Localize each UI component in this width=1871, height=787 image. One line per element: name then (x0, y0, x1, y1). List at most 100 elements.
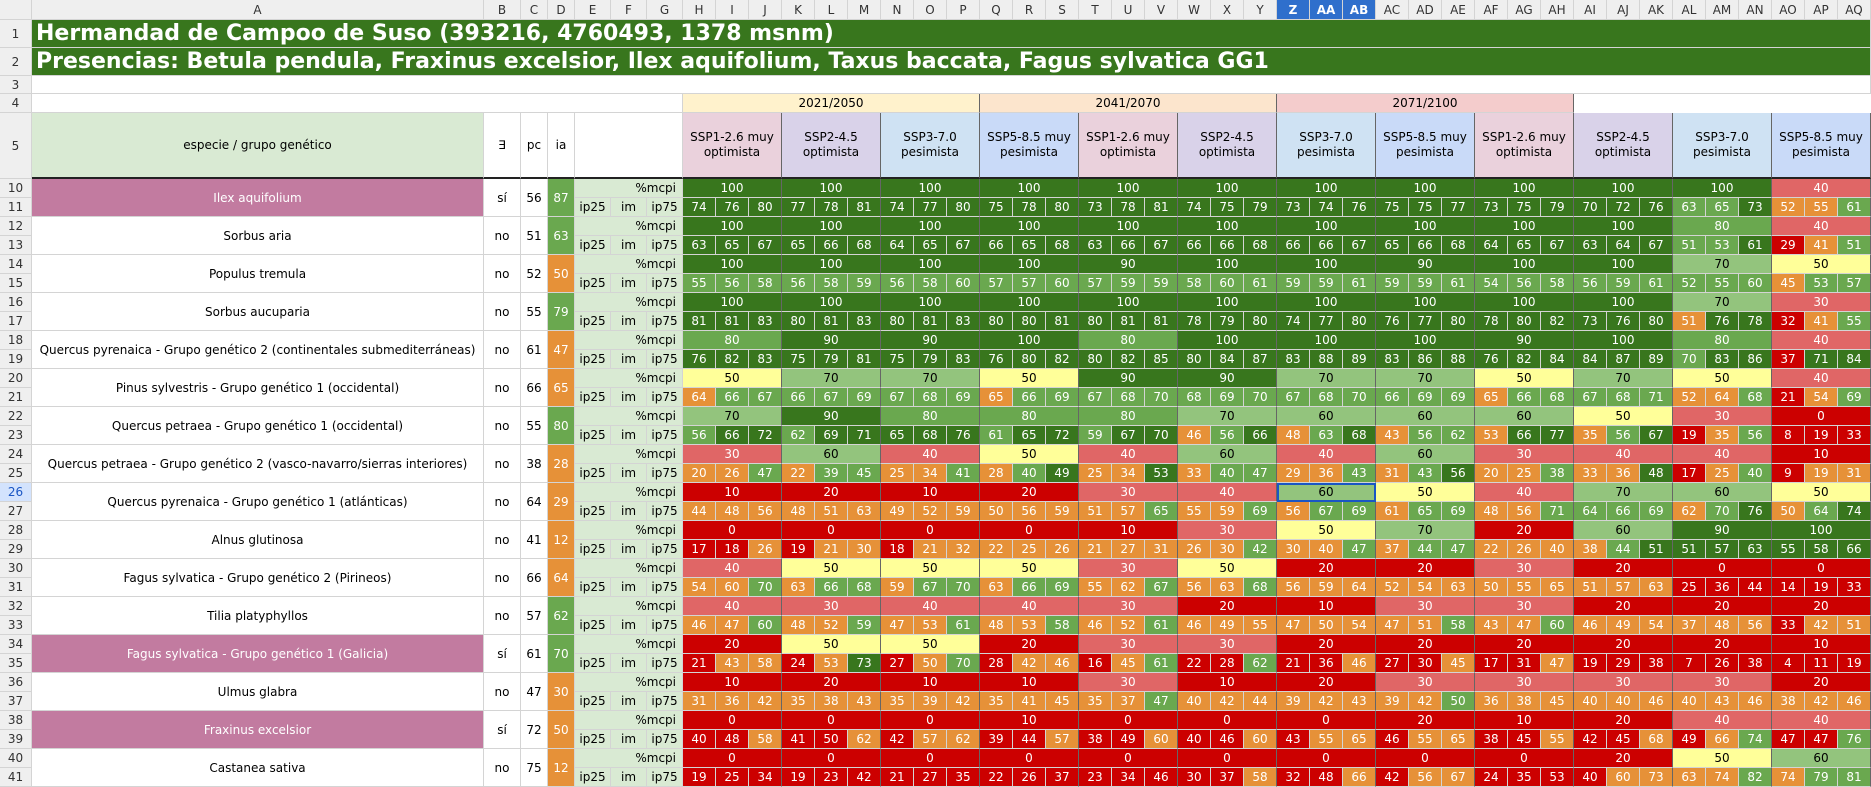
index-cell[interactable]: 33 (1772, 616, 1805, 635)
index-cell[interactable]: 83 (1376, 350, 1409, 369)
index-cell[interactable]: 66 (1244, 426, 1277, 445)
index-cell[interactable]: 58 (1178, 274, 1211, 293)
index-cell[interactable]: 48 (716, 502, 749, 521)
index-cell[interactable]: 71 (1541, 502, 1574, 521)
index-cell[interactable]: 81 (716, 312, 749, 331)
percent-cell[interactable]: 50 (1277, 521, 1376, 540)
index-cell[interactable]: 56 (1409, 426, 1442, 445)
percent-cell[interactable]: 100 (1772, 521, 1871, 540)
index-cell[interactable]: 83 (749, 312, 782, 331)
index-cell[interactable]: 63 (1673, 768, 1706, 787)
index-cell[interactable]: 35 (1574, 426, 1607, 445)
column-header[interactable]: S (1046, 0, 1079, 20)
index-cell[interactable]: 56 (1508, 274, 1541, 293)
percent-cell[interactable]: 100 (1574, 255, 1673, 274)
index-cell[interactable]: 69 (1442, 502, 1475, 521)
percent-cell[interactable]: 0 (1277, 749, 1376, 768)
row-header[interactable]: 28 (0, 521, 32, 540)
percent-cell[interactable]: 30 (1178, 521, 1277, 540)
index-cell[interactable]: 58 (914, 274, 947, 293)
percent-cell[interactable]: 30 (1574, 673, 1673, 692)
index-cell[interactable]: 33 (1838, 426, 1871, 445)
index-cell[interactable]: 79 (1244, 198, 1277, 217)
index-cell[interactable]: 33 (1838, 578, 1871, 597)
index-cell[interactable]: 27 (1112, 540, 1145, 559)
column-header[interactable]: AB (1343, 0, 1376, 20)
percent-cell[interactable]: 60 (1574, 521, 1673, 540)
index-cell[interactable]: 81 (848, 198, 881, 217)
percent-cell[interactable]: 90 (1376, 255, 1475, 274)
percent-cell[interactable]: 100 (683, 255, 782, 274)
index-cell[interactable]: 65 (1013, 426, 1046, 445)
percent-cell[interactable]: 100 (782, 179, 881, 198)
index-cell[interactable]: 40 (1574, 768, 1607, 787)
row-header[interactable]: 20 (0, 369, 32, 388)
index-cell[interactable]: 40 (1178, 730, 1211, 749)
index-cell[interactable]: 32 (1772, 312, 1805, 331)
index-cell[interactable]: 41 (1013, 692, 1046, 711)
index-cell[interactable]: 73 (1574, 312, 1607, 331)
percent-cell[interactable]: 70 (1277, 369, 1376, 388)
index-cell[interactable]: 28 (1211, 654, 1244, 673)
index-cell[interactable]: 59 (947, 502, 980, 521)
percent-cell[interactable]: 100 (683, 293, 782, 312)
index-cell[interactable]: 56 (1508, 502, 1541, 521)
index-cell[interactable]: 67 (1574, 388, 1607, 407)
index-cell[interactable]: 63 (1640, 578, 1673, 597)
percent-cell[interactable]: 0 (1079, 711, 1178, 730)
index-cell[interactable]: 68 (1046, 236, 1079, 255)
percent-cell[interactable]: 20 (980, 483, 1079, 502)
index-cell[interactable]: 74 (1838, 502, 1871, 521)
percent-cell[interactable]: 0 (881, 521, 980, 540)
index-cell[interactable]: 41 (1805, 312, 1838, 331)
index-cell[interactable]: 58 (749, 274, 782, 293)
index-cell[interactable]: 73 (1277, 198, 1310, 217)
index-cell[interactable]: 21 (914, 540, 947, 559)
row-header[interactable]: 1 (0, 20, 32, 48)
index-cell[interactable]: 54 (1409, 578, 1442, 597)
index-cell[interactable]: 48 (980, 616, 1013, 635)
index-cell[interactable]: 38 (1079, 730, 1112, 749)
index-cell[interactable]: 42 (848, 768, 881, 787)
row-header[interactable]: 18 (0, 331, 32, 350)
index-cell[interactable]: 59 (1112, 274, 1145, 293)
index-cell[interactable]: 66 (1508, 388, 1541, 407)
index-cell[interactable]: 48 (1310, 768, 1343, 787)
index-cell[interactable]: 47 (1343, 540, 1376, 559)
index-cell[interactable]: 78 (1178, 312, 1211, 331)
percent-cell[interactable]: 100 (1178, 179, 1277, 198)
index-cell[interactable]: 16 (1079, 654, 1112, 673)
index-cell[interactable]: 74 (1706, 768, 1739, 787)
index-cell[interactable]: 80 (1079, 350, 1112, 369)
percent-cell[interactable]: 40 (1673, 711, 1772, 730)
percent-cell[interactable]: 40 (1574, 445, 1673, 464)
percent-cell[interactable]: 100 (1178, 217, 1277, 236)
index-cell[interactable]: 80 (1046, 198, 1079, 217)
row-header[interactable]: 36 (0, 673, 32, 692)
index-cell[interactable]: 42 (881, 730, 914, 749)
row-header[interactable]: 25 (0, 464, 32, 483)
index-cell[interactable]: 41 (1805, 236, 1838, 255)
percent-cell[interactable]: 70 (782, 369, 881, 388)
index-cell[interactable]: 80 (1508, 312, 1541, 331)
index-cell[interactable]: 4 (1772, 654, 1805, 673)
index-cell[interactable]: 19 (1805, 578, 1838, 597)
index-cell[interactable]: 68 (1112, 388, 1145, 407)
index-cell[interactable]: 66 (1607, 502, 1640, 521)
index-cell[interactable]: 59 (848, 274, 881, 293)
index-cell[interactable]: 67 (1640, 426, 1673, 445)
index-cell[interactable]: 76 (1475, 350, 1508, 369)
percent-cell[interactable]: 90 (1079, 369, 1178, 388)
percent-cell[interactable]: 30 (683, 445, 782, 464)
index-cell[interactable]: 76 (947, 426, 980, 445)
index-cell[interactable]: 51 (1673, 312, 1706, 331)
index-cell[interactable]: 59 (1607, 274, 1640, 293)
index-cell[interactable]: 68 (914, 388, 947, 407)
percent-cell[interactable]: 20 (1277, 635, 1376, 654)
column-header[interactable]: AJ (1607, 0, 1640, 20)
index-cell[interactable]: 31 (1145, 540, 1178, 559)
index-cell[interactable]: 58 (1805, 540, 1838, 559)
row-header[interactable]: 40 (0, 749, 32, 768)
percent-cell[interactable]: 30 (1673, 407, 1772, 426)
index-cell[interactable]: 39 (980, 730, 1013, 749)
